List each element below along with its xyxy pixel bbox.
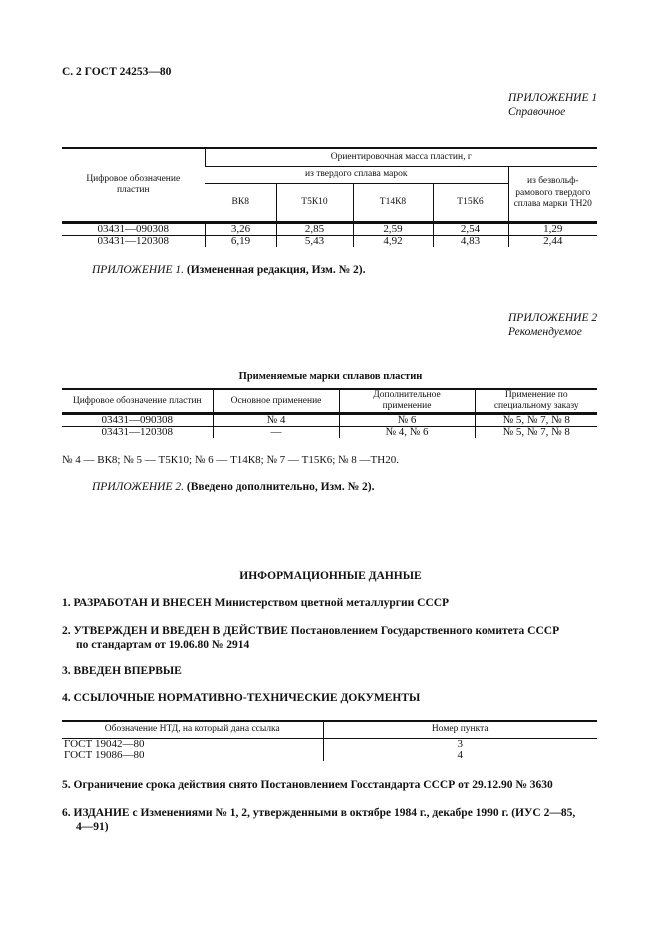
table-row: 03431—090308 № 4 № 6 № 5, № 7, № 8 <box>62 413 597 427</box>
header-cell: ВК8 <box>205 183 276 224</box>
header-cell: Ориентировочная масса пластин, г <box>204 148 597 167</box>
appendix2-subtitle: Рекомендуемое <box>508 326 582 338</box>
table-row: ГОСТ 19086—80 4 <box>62 749 597 761</box>
info-item-6: 6. ИЗДАНИЕ с Изменениями № 1, 2, утвержд… <box>62 807 576 819</box>
table-row: 03431—090308 3,26 2,85 2,59 2,54 1,29 <box>62 222 597 235</box>
info-item-4: 4. ССЫЛОЧНЫЕ НОРМАТИВНО-ТЕХНИЧЕСКИЕ ДОКУ… <box>62 692 421 704</box>
header-cell: Основное применение <box>212 389 339 414</box>
header-cell: из твердого сплава марок <box>205 166 508 184</box>
info-heading: ИНФОРМАЦИОННЫЕ ДАННЫЕ <box>239 570 422 582</box>
info-item-5: 5. Ограничение срока действия снято Пост… <box>62 779 553 791</box>
header-cell: Применение по специальному заказу <box>474 389 597 414</box>
appendix1-note: ПРИЛОЖЕНИЕ 1. (Измененная редакция, Изм.… <box>92 264 366 276</box>
info-item-1: 1. РАЗРАБОТАН И ВНЕСЕН Министерством цве… <box>62 597 450 609</box>
appendix2-title: ПРИЛОЖЕНИЕ 2 <box>508 312 598 324</box>
header-cell: Т15К6 <box>432 183 508 224</box>
table-row: ГОСТ 19042—80 3 <box>62 738 597 750</box>
page-header: С. 2 ГОСТ 24253—80 <box>62 66 172 78</box>
header-cell: Т14К8 <box>352 183 433 224</box>
table-title: Применяемые марки сплавов пластин <box>238 371 423 382</box>
info-item-2-cont: по стандартам от 19.06.80 № 2914 <box>76 639 250 651</box>
appendix1-subtitle: Справочное <box>508 106 566 118</box>
appendix1-title: ПРИЛОЖЕНИЕ 1 <box>508 92 598 104</box>
table-row: 03431—120308 6,19 5,43 4,92 4,83 2,44 <box>62 235 597 247</box>
header-cell: Т5К10 <box>275 183 353 224</box>
reference-table: Обозначение НТД, на который дана ссылка Н… <box>62 720 597 761</box>
header-cell: Обозначение НТД, на который дана ссылка <box>104 724 280 735</box>
table-row: 03431—120308— № 4, № 6 № 5, № 7, № 8 <box>62 426 597 438</box>
header-cell: Цифровое обозначение пластин <box>62 148 205 224</box>
header-cell: из безвольф-рамового твердого сплава мар… <box>507 166 597 224</box>
header-cell: Дополнительное применение <box>338 389 475 414</box>
info-item-2: 2. УТВЕРЖДЕН И ВВЕДЕН В ДЕЙСТВИЕ Постано… <box>62 625 560 637</box>
alloys-table: Цифровое обозначение пластин Основное при… <box>62 388 597 438</box>
info-item-3: 3. ВВЕДЕН ВПЕРВЫЕ <box>62 665 182 677</box>
header-cell: Цифровое обозначение пластин <box>72 395 202 406</box>
alloy-footnote: № 4 — ВК8; № 5 — Т5К10; № 6 — Т14К8; № 7… <box>62 454 399 466</box>
header-cell: Номер пункта <box>322 721 597 738</box>
mass-table: Цифровое обозначение пластин Ориентировоч… <box>62 147 597 247</box>
info-item-6-cont: 4—91) <box>76 821 109 833</box>
appendix2-note: ПРИЛОЖЕНИЕ 2. (Введено дополнительно, Из… <box>92 481 375 493</box>
